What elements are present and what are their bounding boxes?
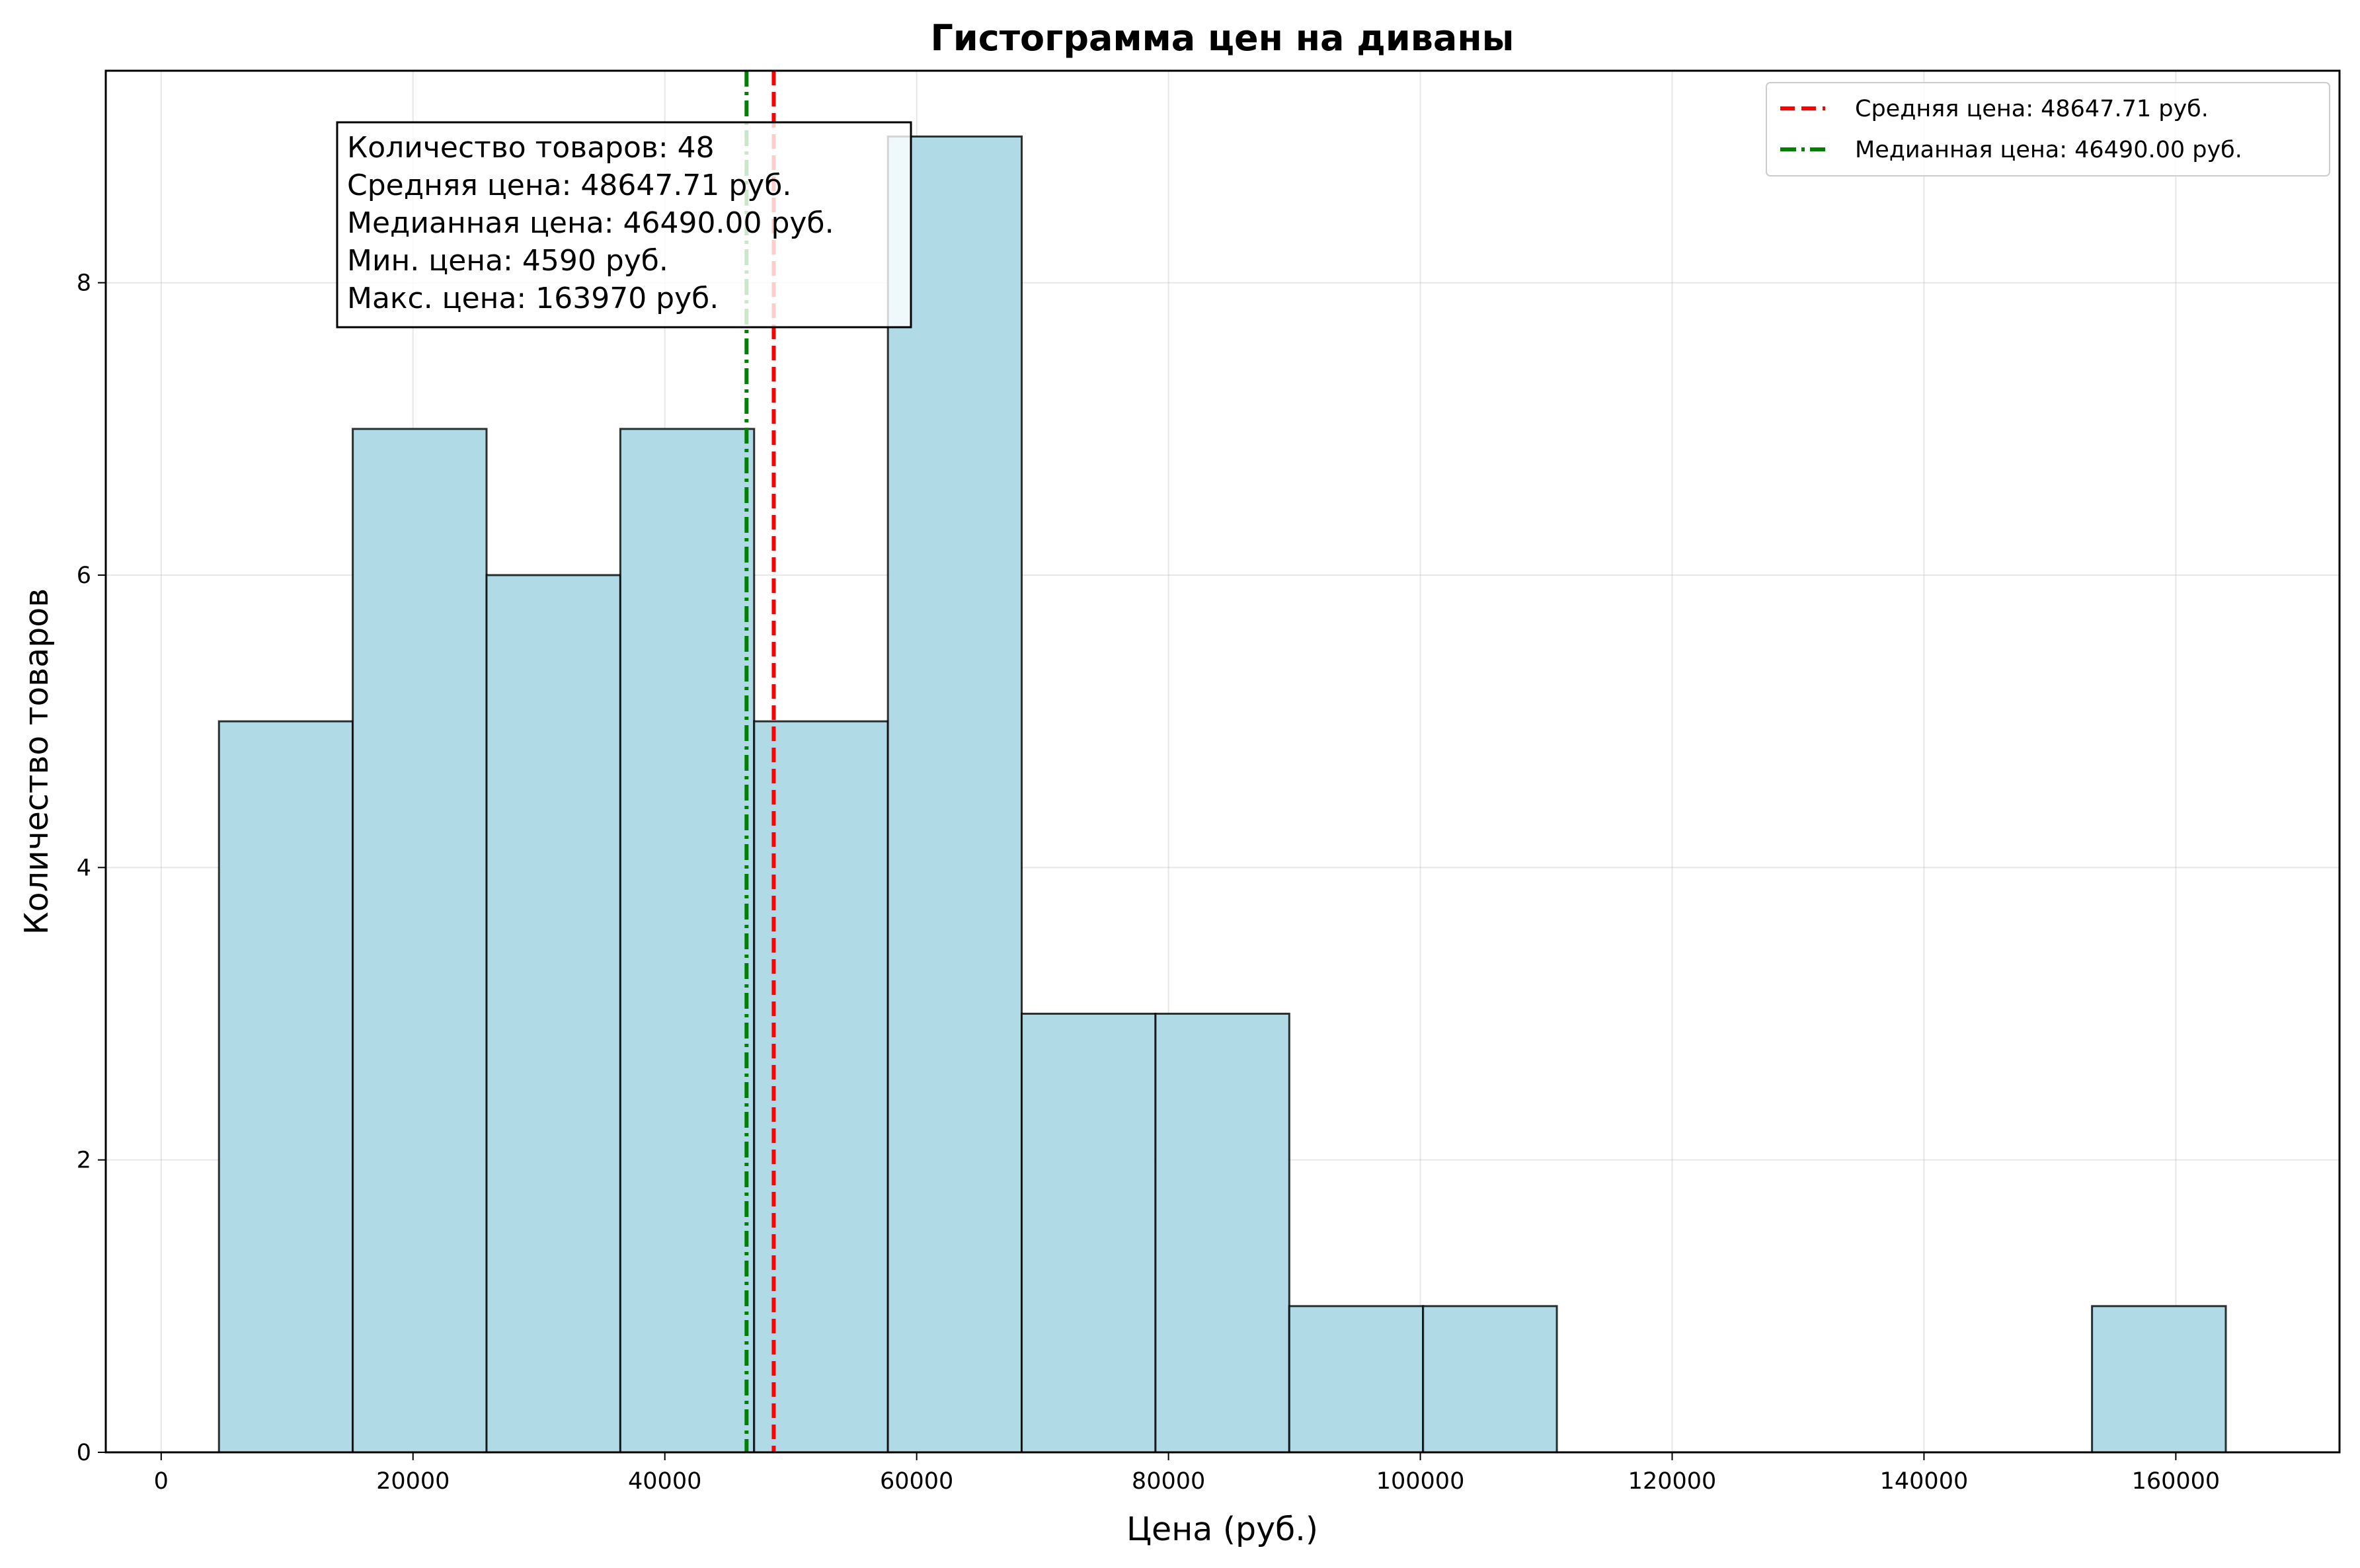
y-tick-label: 0 [77, 1440, 91, 1466]
stats-box: Количество товаров: 48 Средняя цена: 486… [336, 121, 912, 329]
y-tick-label: 4 [77, 855, 91, 881]
histogram-bar [886, 136, 1023, 1454]
stats-mean: Средняя цена: 48647.71 руб. [347, 169, 791, 202]
y-axis-ticks: 0 2 4 6 8 [77, 270, 106, 1466]
y-tick-label: 6 [77, 563, 91, 589]
stats-count: Количество товаров: 48 [347, 131, 715, 165]
stats-median: Медианная цена: 46490.00 руб. [347, 206, 834, 240]
x-axis-ticks: 0 20000 40000 60000 80000 100000 120000 140000 1… [154, 1452, 2221, 1495]
chart-title: Гистограмма цен на диваны [931, 17, 1514, 59]
legend: Средняя цена: 48647.71 руб. Медианная це… [1766, 82, 2330, 176]
histogram-bar [1422, 1305, 1558, 1454]
histogram-bars [217, 136, 2227, 1454]
stats-box-frame [336, 121, 912, 329]
y-axis-label: Количество товаров [18, 588, 56, 935]
y-tick-label: 2 [77, 1148, 91, 1174]
legend-frame [1766, 82, 2330, 176]
histogram-bar [619, 428, 756, 1454]
legend-median-label: Медианная цена: 46490.00 руб. [1855, 137, 2242, 163]
histogram-bar [352, 428, 488, 1454]
y-tick-label: 8 [77, 270, 91, 297]
x-tick-label: 80000 [1132, 1468, 1205, 1495]
histogram-bar [1154, 1013, 1290, 1454]
plot-frame [104, 69, 2341, 1454]
x-tick-label: 20000 [376, 1468, 450, 1495]
histogram-bar [217, 720, 354, 1454]
x-tick-label: 160000 [2132, 1468, 2221, 1495]
x-axis-label: Цена (руб.) [1126, 1510, 1318, 1548]
x-tick-label: 140000 [1880, 1468, 1969, 1495]
legend-mean-label: Средняя цена: 48647.71 руб. [1855, 96, 2209, 122]
x-tick-label: 120000 [1628, 1468, 1717, 1495]
x-tick-label: 100000 [1376, 1468, 1465, 1495]
stats-min: Мин. цена: 4590 руб. [347, 244, 668, 278]
histogram-bar [1021, 1013, 1157, 1454]
histogram-bar [485, 574, 621, 1454]
x-tick-label: 40000 [628, 1468, 701, 1495]
histogram-bar [2091, 1305, 2227, 1454]
histogram-bar [1288, 1305, 1425, 1454]
x-tick-label: 0 [154, 1468, 169, 1495]
x-tick-label: 60000 [880, 1468, 953, 1495]
stats-max: Макс. цена: 163970 руб. [347, 282, 719, 315]
